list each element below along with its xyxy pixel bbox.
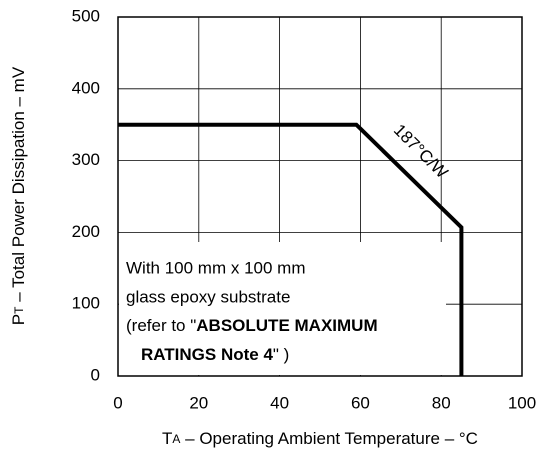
plot-frame <box>117 16 523 377</box>
annotation-text: " ) <box>273 345 289 364</box>
y-tick-label: 500 <box>72 6 100 25</box>
y-tick-label: 300 <box>72 150 100 169</box>
x-label-rest: – Operating Ambient Temperature – °C <box>180 429 478 448</box>
slope-label: 187°C/W <box>390 120 452 182</box>
y-tick-label: 200 <box>72 222 100 241</box>
x-label-main: T <box>162 429 172 448</box>
y-tick-label: 0 <box>91 365 100 384</box>
annotation-line: (refer to "ABSOLUTE MAXIMUM <box>126 316 378 335</box>
y-tick-label: 100 <box>72 294 100 313</box>
line <box>118 122 464 376</box>
x-tick-label: 60 <box>351 393 370 412</box>
x-tick-label: 80 <box>432 393 451 412</box>
annotation-text: (refer to " <box>126 316 196 335</box>
annotation-line: RATINGS Note 4" ) <box>141 345 289 364</box>
y-tick-label: 400 <box>72 78 100 97</box>
x-tick-label: 100 <box>508 393 536 412</box>
x-label-sub: A <box>172 432 180 446</box>
annotation-box <box>119 242 446 375</box>
x-tick-label: 20 <box>189 393 208 412</box>
annotation-line: glass epoxy substrate <box>126 287 290 306</box>
x-axis-label: TA – Operating Ambient Temperature – °C <box>162 429 478 448</box>
x-tick-label: 0 <box>113 393 122 412</box>
y-label-main: P <box>9 314 28 325</box>
annotation-line: With 100 mm x 100 mm <box>126 258 306 277</box>
y-axis-label: PT – Total Power Dissipation – mV <box>9 66 28 325</box>
y-label-rest: – Total Power Dissipation – mV <box>9 66 28 306</box>
x-tick-label: 40 <box>270 393 289 412</box>
annotation-bold: RATINGS Note 4 <box>141 345 273 364</box>
y-label-sub: T <box>12 306 26 314</box>
annotation-bold: ABSOLUTE MAXIMUM <box>196 316 377 335</box>
